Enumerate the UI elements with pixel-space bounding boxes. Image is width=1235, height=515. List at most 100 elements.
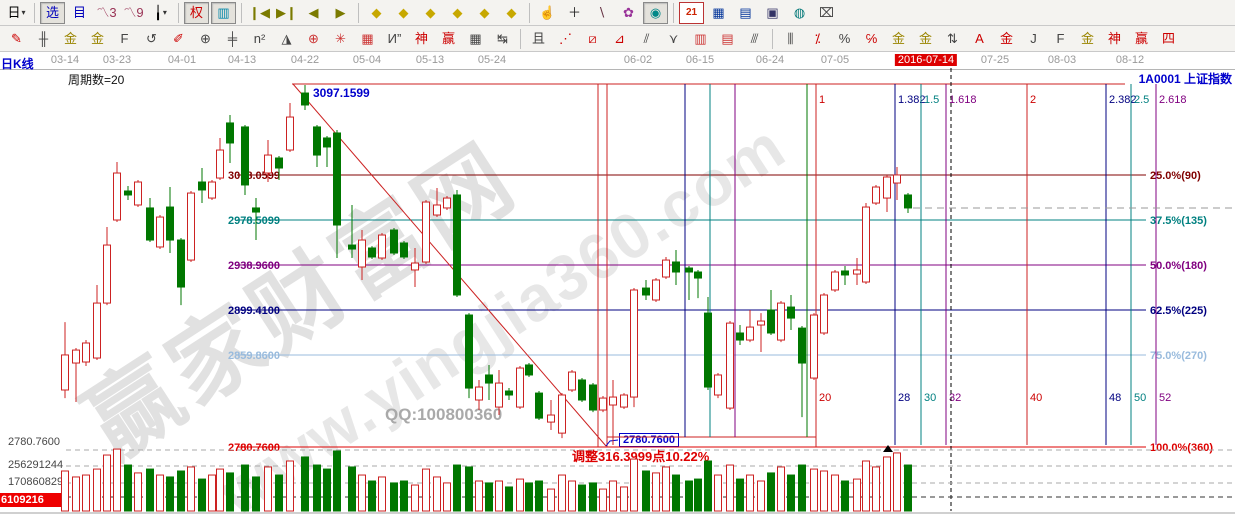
notes-button-icon[interactable]: ▤ <box>739 5 752 20</box>
tool-star-red-icon[interactable]: ✳ <box>335 31 346 46</box>
tool-wave-icon[interactable]: И” <box>387 31 402 46</box>
compress-3-button-icon[interactable]: 〽3 <box>96 5 117 20</box>
tool-si-angle-icon[interactable]: 四 <box>1161 31 1175 46</box>
candle-body <box>525 364 533 376</box>
tool-gold-circle-icon[interactable]: 金 <box>891 31 905 46</box>
compress-9-button-icon[interactable]: 〽9 <box>123 5 144 20</box>
diamond-left-button-icon[interactable]: ◆ <box>371 5 382 20</box>
candle-body <box>535 392 543 419</box>
tool-parallel-icon[interactable]: ⫻ <box>750 31 759 46</box>
tool-ying-angle-icon[interactable]: 赢 <box>1134 31 1148 46</box>
tool-fan1-red-icon[interactable]: ⋰ <box>559 31 572 46</box>
web-globe-button-icon[interactable]: ◍ <box>793 5 806 20</box>
calculator-button-icon[interactable]: ▦ <box>712 5 725 20</box>
tool-grid-123-icon[interactable]: ▦ <box>469 31 482 46</box>
tool-compass-icon[interactable]: ⊕ <box>200 31 211 46</box>
candle-body <box>694 271 702 279</box>
tool-j-angle-icon[interactable]: J <box>1030 31 1037 46</box>
volume-bar <box>72 476 80 512</box>
trendline-button-icon[interactable]: ∖ <box>597 5 606 20</box>
candle-body <box>872 186 880 204</box>
volume-bar <box>198 478 206 512</box>
tool-pct-icon[interactable]: % <box>838 31 851 46</box>
save-disk-button-icon[interactable]: ▣ <box>766 5 779 20</box>
tool-gridbox2-red-icon[interactable]: ▤ <box>721 31 734 46</box>
candle-body <box>495 382 503 408</box>
volume-bar <box>558 474 566 512</box>
calendar-button-icon[interactable]: 21 <box>679 1 704 24</box>
candle-body <box>166 206 174 241</box>
candle-body <box>226 122 234 144</box>
zone-select-button-icon[interactable]: 选 <box>40 1 65 24</box>
toolbar-separator <box>358 2 359 23</box>
remote-pc-button-icon[interactable]: ⌧ <box>819 5 834 20</box>
tool-shen-icon[interactable]: 神 <box>414 31 428 46</box>
next-page-button-icon[interactable]: ▶ <box>335 5 346 20</box>
tool-vlines-icon[interactable]: ⋎ <box>668 31 679 46</box>
diamond-zoomout-button-icon[interactable]: ◆ <box>506 5 517 20</box>
candle-body <box>187 192 195 261</box>
volume-bar <box>872 466 880 512</box>
first-page-button-icon[interactable]: ❙◀ <box>249 5 270 20</box>
crosshair-button-icon[interactable]: ＋ <box>567 5 581 20</box>
diamond-right-button-icon[interactable]: ◆ <box>398 5 409 20</box>
tool-a-angle-icon[interactable]: ◮ <box>281 31 292 46</box>
tool-bars-icon[interactable]: ⫼ <box>787 31 794 46</box>
tool-grid-h-icon[interactable]: ╫ <box>38 31 49 46</box>
tool-grid-dense-icon[interactable]: ╪ <box>227 31 238 46</box>
tool-f-grid-icon[interactable]: F <box>120 31 129 46</box>
volume-bar <box>736 478 744 512</box>
volume-bar <box>883 456 891 512</box>
gann-ratio-label: 2.618 <box>1159 94 1187 106</box>
single-kline-button-icon[interactable]: ╽ ▾ <box>154 5 167 20</box>
gann-ratio-label: 2 <box>1030 94 1036 106</box>
tool-fan3-red-icon[interactable]: ⊿ <box>614 31 625 46</box>
date-tick: 05-13 <box>415 54 445 66</box>
info-panel-button-icon[interactable]: 目 <box>72 5 86 20</box>
tool-gold-grid2-icon[interactable]: 金 <box>90 31 104 46</box>
tool-target-red-icon[interactable]: ⊕ <box>308 31 319 46</box>
tool-n2-icon[interactable]: n² <box>253 31 266 46</box>
volume-bar <box>156 474 164 512</box>
tool-shen-angle-icon[interactable]: 神 <box>1107 31 1121 46</box>
prev-page-button-icon[interactable]: ◀ <box>308 5 319 20</box>
last-page-button-icon[interactable]: ▶❙ <box>276 5 297 20</box>
tool-fan2-red-icon[interactable]: ⧄ <box>588 31 597 46</box>
gann-period-label: 周期数=20 <box>68 73 125 87</box>
tool-gold-angle-icon[interactable]: 金 <box>1080 31 1094 46</box>
tool-grid-red-icon[interactable]: ▦ <box>361 31 374 46</box>
diamond-shrink-button-icon[interactable]: ◆ <box>452 5 463 20</box>
date-axis[interactable]: 03-14 03-23 04-01 04-13 04-22 05-04 05-13 05-24… <box>0 52 1235 70</box>
restore-rights-button-icon[interactable]: 权 <box>184 1 209 24</box>
tool-updown-icon[interactable]: ⇅ <box>947 31 958 46</box>
date-tick: 03-23 <box>102 54 132 66</box>
tool-gann-box-icon[interactable]: 且 <box>531 31 545 46</box>
tool-pen-red-icon[interactable]: ✎ <box>11 31 22 46</box>
tool-spiral-icon[interactable]: ↺ <box>146 31 157 46</box>
tool-a-red-icon[interactable]: A <box>975 31 984 46</box>
tool-rays-icon[interactable]: ⫽ <box>643 31 650 46</box>
candle-body <box>630 289 638 398</box>
tool-gridbox-red-icon[interactable]: ▥ <box>694 31 707 46</box>
color-volume-button-icon[interactable]: ▥ <box>211 1 236 24</box>
date-tick: 06-15 <box>685 54 715 66</box>
tool-pct-line-icon[interactable]: ℅ <box>865 31 878 46</box>
tool-gold-line-icon[interactable]: 金 <box>918 31 932 46</box>
tool-ying-icon[interactable]: 赢 <box>441 31 455 46</box>
candle-body <box>777 302 785 341</box>
diamond-expand-button-icon[interactable]: ◆ <box>425 5 436 20</box>
tool-f-angle-icon[interactable]: F <box>1056 31 1065 46</box>
gann-count-label: 48 <box>1109 392 1121 404</box>
volume-bar <box>714 474 722 512</box>
tool-gold-grid1-icon[interactable]: 金 <box>63 31 77 46</box>
tool-gold-red-icon[interactable]: 金 <box>999 31 1013 46</box>
tool-pen2-red-icon[interactable]: ✐ <box>173 31 184 46</box>
tool-h-measure-icon[interactable]: ↹ <box>497 31 508 46</box>
draw-flower-button-icon[interactable]: ✿ <box>623 5 634 20</box>
period-daily-button-icon[interactable]: 日 ▾ <box>7 5 26 20</box>
tool-pct-cut-icon[interactable]: ⁒ <box>814 31 821 46</box>
diamond-zoomin-button-icon[interactable]: ◆ <box>479 5 490 20</box>
smart-brain-button-icon[interactable]: ◉ <box>643 1 668 24</box>
hand-drag-button-icon[interactable]: ☝ <box>539 5 556 20</box>
volume-bar <box>465 466 473 512</box>
